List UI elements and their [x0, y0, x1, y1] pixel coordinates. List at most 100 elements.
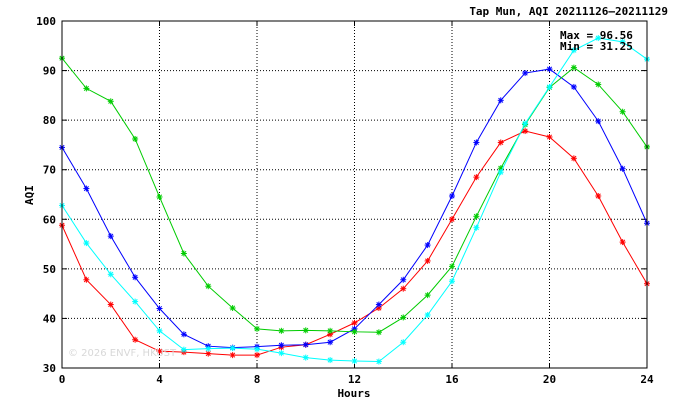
- data-point: [254, 346, 260, 353]
- data-point: [595, 118, 602, 125]
- data-point: [400, 276, 407, 283]
- data-point: [424, 257, 431, 264]
- data-point: [205, 283, 212, 290]
- data-point: [497, 139, 504, 146]
- data-point: [83, 85, 90, 92]
- data-point: [302, 341, 309, 348]
- data-point: [449, 263, 455, 270]
- chart-title: Tap Mun, AQI 20211126–20211129: [469, 5, 668, 18]
- data-point: [400, 314, 407, 321]
- y-tick-label: 30: [43, 362, 56, 375]
- data-point: [619, 108, 626, 115]
- data-point: [302, 354, 309, 361]
- data-point: [302, 327, 309, 334]
- data-point: [449, 278, 455, 285]
- data-point: [546, 83, 553, 90]
- x-tick-label: 20: [543, 373, 556, 386]
- data-point: [156, 348, 163, 355]
- data-point: [132, 135, 139, 142]
- data-point: [595, 35, 602, 42]
- data-point: [619, 239, 626, 246]
- data-point: [156, 327, 163, 334]
- data-point: [473, 174, 480, 181]
- data-point: [595, 81, 602, 88]
- data-point: [570, 64, 577, 71]
- data-point: [522, 70, 529, 77]
- data-point: [107, 271, 114, 278]
- watermark: © 2026 ENVF, HKUST: [68, 348, 177, 359]
- data-point: [107, 98, 114, 105]
- data-point: [619, 165, 626, 172]
- data-point: [229, 352, 236, 359]
- data-point: [619, 38, 626, 45]
- data-point: [351, 358, 358, 365]
- data-point: [400, 285, 407, 292]
- data-point: [449, 192, 455, 199]
- data-point: [522, 120, 529, 127]
- data-point: [132, 298, 139, 305]
- data-point: [473, 213, 480, 220]
- data-point: [278, 350, 285, 357]
- series-line-4: [61, 37, 648, 363]
- data-point: [229, 345, 236, 352]
- y-tick-label: 80: [43, 114, 56, 127]
- data-point: [473, 139, 480, 146]
- data-point: [180, 250, 187, 257]
- data-point: [375, 301, 382, 308]
- x-axis-label: Hours: [337, 387, 370, 400]
- x-tick-label: 4: [156, 373, 163, 386]
- data-point: [254, 325, 260, 332]
- data-point: [424, 292, 431, 299]
- data-point: [595, 192, 602, 199]
- data-point: [254, 352, 260, 359]
- data-point: [351, 319, 358, 326]
- data-point: [205, 350, 212, 357]
- data-point: [570, 47, 577, 54]
- y-tick-label: 40: [43, 312, 56, 325]
- data-point: [83, 185, 90, 192]
- data-point: [546, 66, 553, 73]
- data-point: [229, 305, 236, 312]
- data-point: [570, 83, 577, 90]
- max-annotation: Max = 96.56: [560, 29, 633, 42]
- data-point: [375, 329, 382, 336]
- series-line-2: [61, 68, 648, 349]
- data-point: [180, 346, 187, 353]
- data-point: [156, 305, 163, 312]
- x-tick-label: 0: [59, 373, 66, 386]
- data-point: [156, 193, 163, 200]
- y-tick-label: 60: [43, 213, 56, 226]
- y-tick-label: 50: [43, 263, 56, 276]
- y-tick-label: 70: [43, 164, 56, 177]
- data-point: [180, 331, 187, 338]
- plot-frame: [61, 20, 648, 369]
- data-point: [327, 357, 334, 364]
- data-point: [473, 224, 480, 231]
- x-tick-label: 12: [348, 373, 361, 386]
- data-point: [570, 155, 577, 162]
- x-tick-label: 16: [445, 373, 459, 386]
- data-point: [205, 345, 212, 352]
- y-tick-label: 100: [36, 15, 56, 28]
- data-point: [497, 97, 504, 104]
- data-point: [83, 276, 90, 283]
- tick-labels: 0 4 8 12 16 20 24 30 40 50 60 70 80 90 100: [36, 15, 654, 386]
- series-group: [59, 35, 650, 365]
- data-point: [497, 169, 504, 176]
- data-point: [400, 339, 407, 346]
- y-axis-label: AQI: [23, 185, 36, 205]
- data-point: [132, 336, 139, 343]
- x-tick-label: 24: [640, 373, 654, 386]
- data-point: [107, 301, 114, 308]
- data-point: [522, 128, 529, 135]
- data-point: [546, 133, 553, 140]
- y-tick-label: 90: [43, 65, 56, 78]
- data-point: [107, 233, 114, 240]
- data-point: [424, 242, 431, 249]
- data-point: [278, 327, 285, 334]
- data-point: [83, 240, 90, 247]
- grid-lines: [61, 20, 648, 369]
- data-point: [327, 339, 334, 346]
- data-point: [278, 342, 285, 349]
